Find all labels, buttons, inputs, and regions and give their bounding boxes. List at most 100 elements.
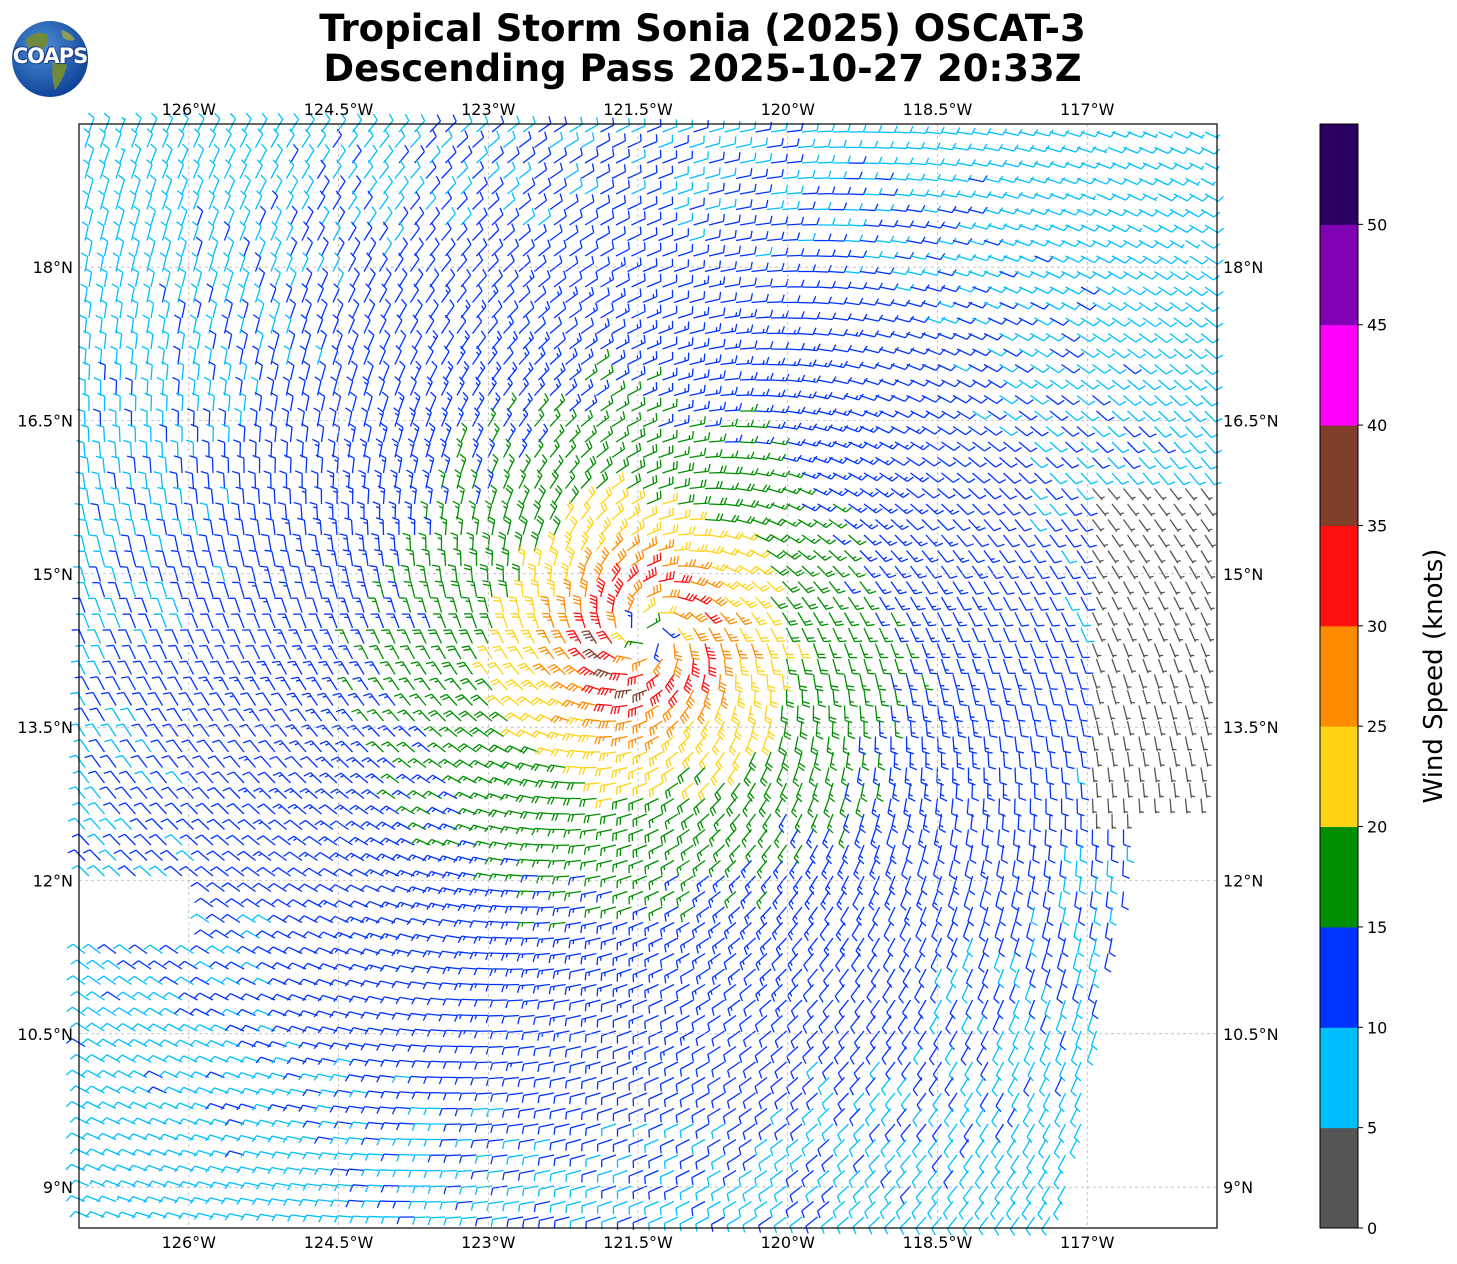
wind-barb (361, 1107, 379, 1114)
wind-barb (346, 486, 353, 504)
wind-barb (736, 452, 754, 459)
wind-barb (835, 1016, 845, 1034)
wind-barb (210, 299, 216, 318)
wind-barb (565, 892, 581, 901)
wind-barb (554, 1031, 570, 1041)
wind-barb (988, 349, 1007, 356)
wind-barb (649, 1124, 663, 1138)
wind-barb (795, 737, 802, 756)
wind-barb (304, 630, 317, 644)
wind-barb (880, 442, 899, 449)
wind-barb (103, 144, 109, 163)
wind-barb (907, 520, 925, 530)
wind-barb (853, 892, 860, 911)
wind-barb (134, 834, 151, 845)
wind-barb (314, 884, 333, 891)
wind-barb (814, 752, 820, 771)
wind-barb (971, 814, 978, 832)
wind-barb (83, 362, 90, 380)
wind-barb (1093, 520, 1105, 532)
wind-barb (1015, 768, 1023, 785)
wind-barb (1031, 768, 1039, 785)
wind-barb (196, 630, 209, 644)
wind-barb (961, 1078, 969, 1097)
wind-barb (365, 1122, 383, 1129)
wind-barb (1159, 690, 1167, 704)
wind-barb (876, 141, 894, 148)
wind-barb (1128, 380, 1146, 390)
wind-barb (68, 818, 85, 829)
wind-barb (275, 237, 281, 256)
wind-barb (288, 804, 306, 814)
wind-barb (775, 799, 782, 818)
wind-barb (272, 661, 287, 674)
wind-barb (216, 614, 229, 628)
wind-barb (680, 1124, 693, 1138)
wind-barb (118, 630, 131, 644)
wind-barb (322, 206, 329, 225)
wind-barb (649, 876, 663, 890)
wind-barb (409, 694, 426, 705)
wind-barb (1124, 241, 1143, 248)
wind-barb (464, 614, 477, 628)
wind-barb (431, 646, 446, 659)
wind-barb (564, 830, 581, 838)
wind-barb (108, 441, 116, 458)
wind-barb (235, 519, 244, 535)
wind-barb (647, 119, 661, 132)
wind-barb (459, 711, 477, 721)
wind-barb (91, 472, 100, 488)
wind-barb (130, 819, 147, 830)
wind-barb (476, 454, 482, 473)
wind-barb (1186, 613, 1195, 627)
wind-barb (1015, 644, 1028, 658)
wind-barb (218, 551, 229, 566)
wind-barb (965, 861, 971, 880)
wind-barb (709, 402, 725, 411)
wind-barb (674, 659, 682, 678)
wind-barb (666, 752, 678, 768)
wind-barb (1076, 830, 1083, 848)
wind-barb (151, 113, 157, 132)
wind-barb (158, 456, 166, 473)
wind-barb (973, 349, 992, 356)
wind-barb (1174, 473, 1191, 485)
wind-barb (127, 456, 135, 473)
wind-barb (397, 423, 403, 442)
wind-barb (739, 1109, 751, 1125)
wind-barb (522, 1031, 539, 1040)
wind-barb (1093, 148, 1108, 153)
wind-barb (149, 835, 166, 845)
wind-barb (376, 518, 384, 535)
wind-barb (814, 297, 832, 304)
wind-barb (1155, 706, 1162, 721)
wind-barb (332, 455, 339, 473)
wind-barb (1050, 473, 1067, 484)
wind-barb (191, 424, 198, 442)
wind-barb (829, 203, 847, 210)
wind-barb (725, 277, 741, 287)
wind-barb (1004, 566, 1019, 579)
wind-barb (761, 768, 768, 787)
wind-barb (111, 456, 120, 473)
wind-barb (458, 744, 476, 752)
wind-barb (1124, 830, 1131, 847)
wind-barb (399, 330, 406, 349)
wind-barb (755, 1109, 767, 1125)
wind-barb (713, 907, 725, 923)
wind-barb (1062, 675, 1074, 690)
wind-barb (787, 217, 804, 225)
wind-barb (988, 628, 1001, 642)
wind-barb (1015, 489, 1032, 500)
wind-barb (130, 362, 137, 380)
wind-barb (392, 1013, 410, 1019)
wind-barb (323, 646, 337, 659)
wind-barb (663, 461, 678, 473)
wind-barb (535, 132, 547, 148)
wind-barb (570, 486, 579, 504)
wind-barb (1081, 783, 1089, 800)
wind-barb (1124, 520, 1135, 532)
wind-barb (767, 200, 784, 209)
wind-barb (445, 423, 451, 442)
wind-barb (645, 923, 659, 937)
